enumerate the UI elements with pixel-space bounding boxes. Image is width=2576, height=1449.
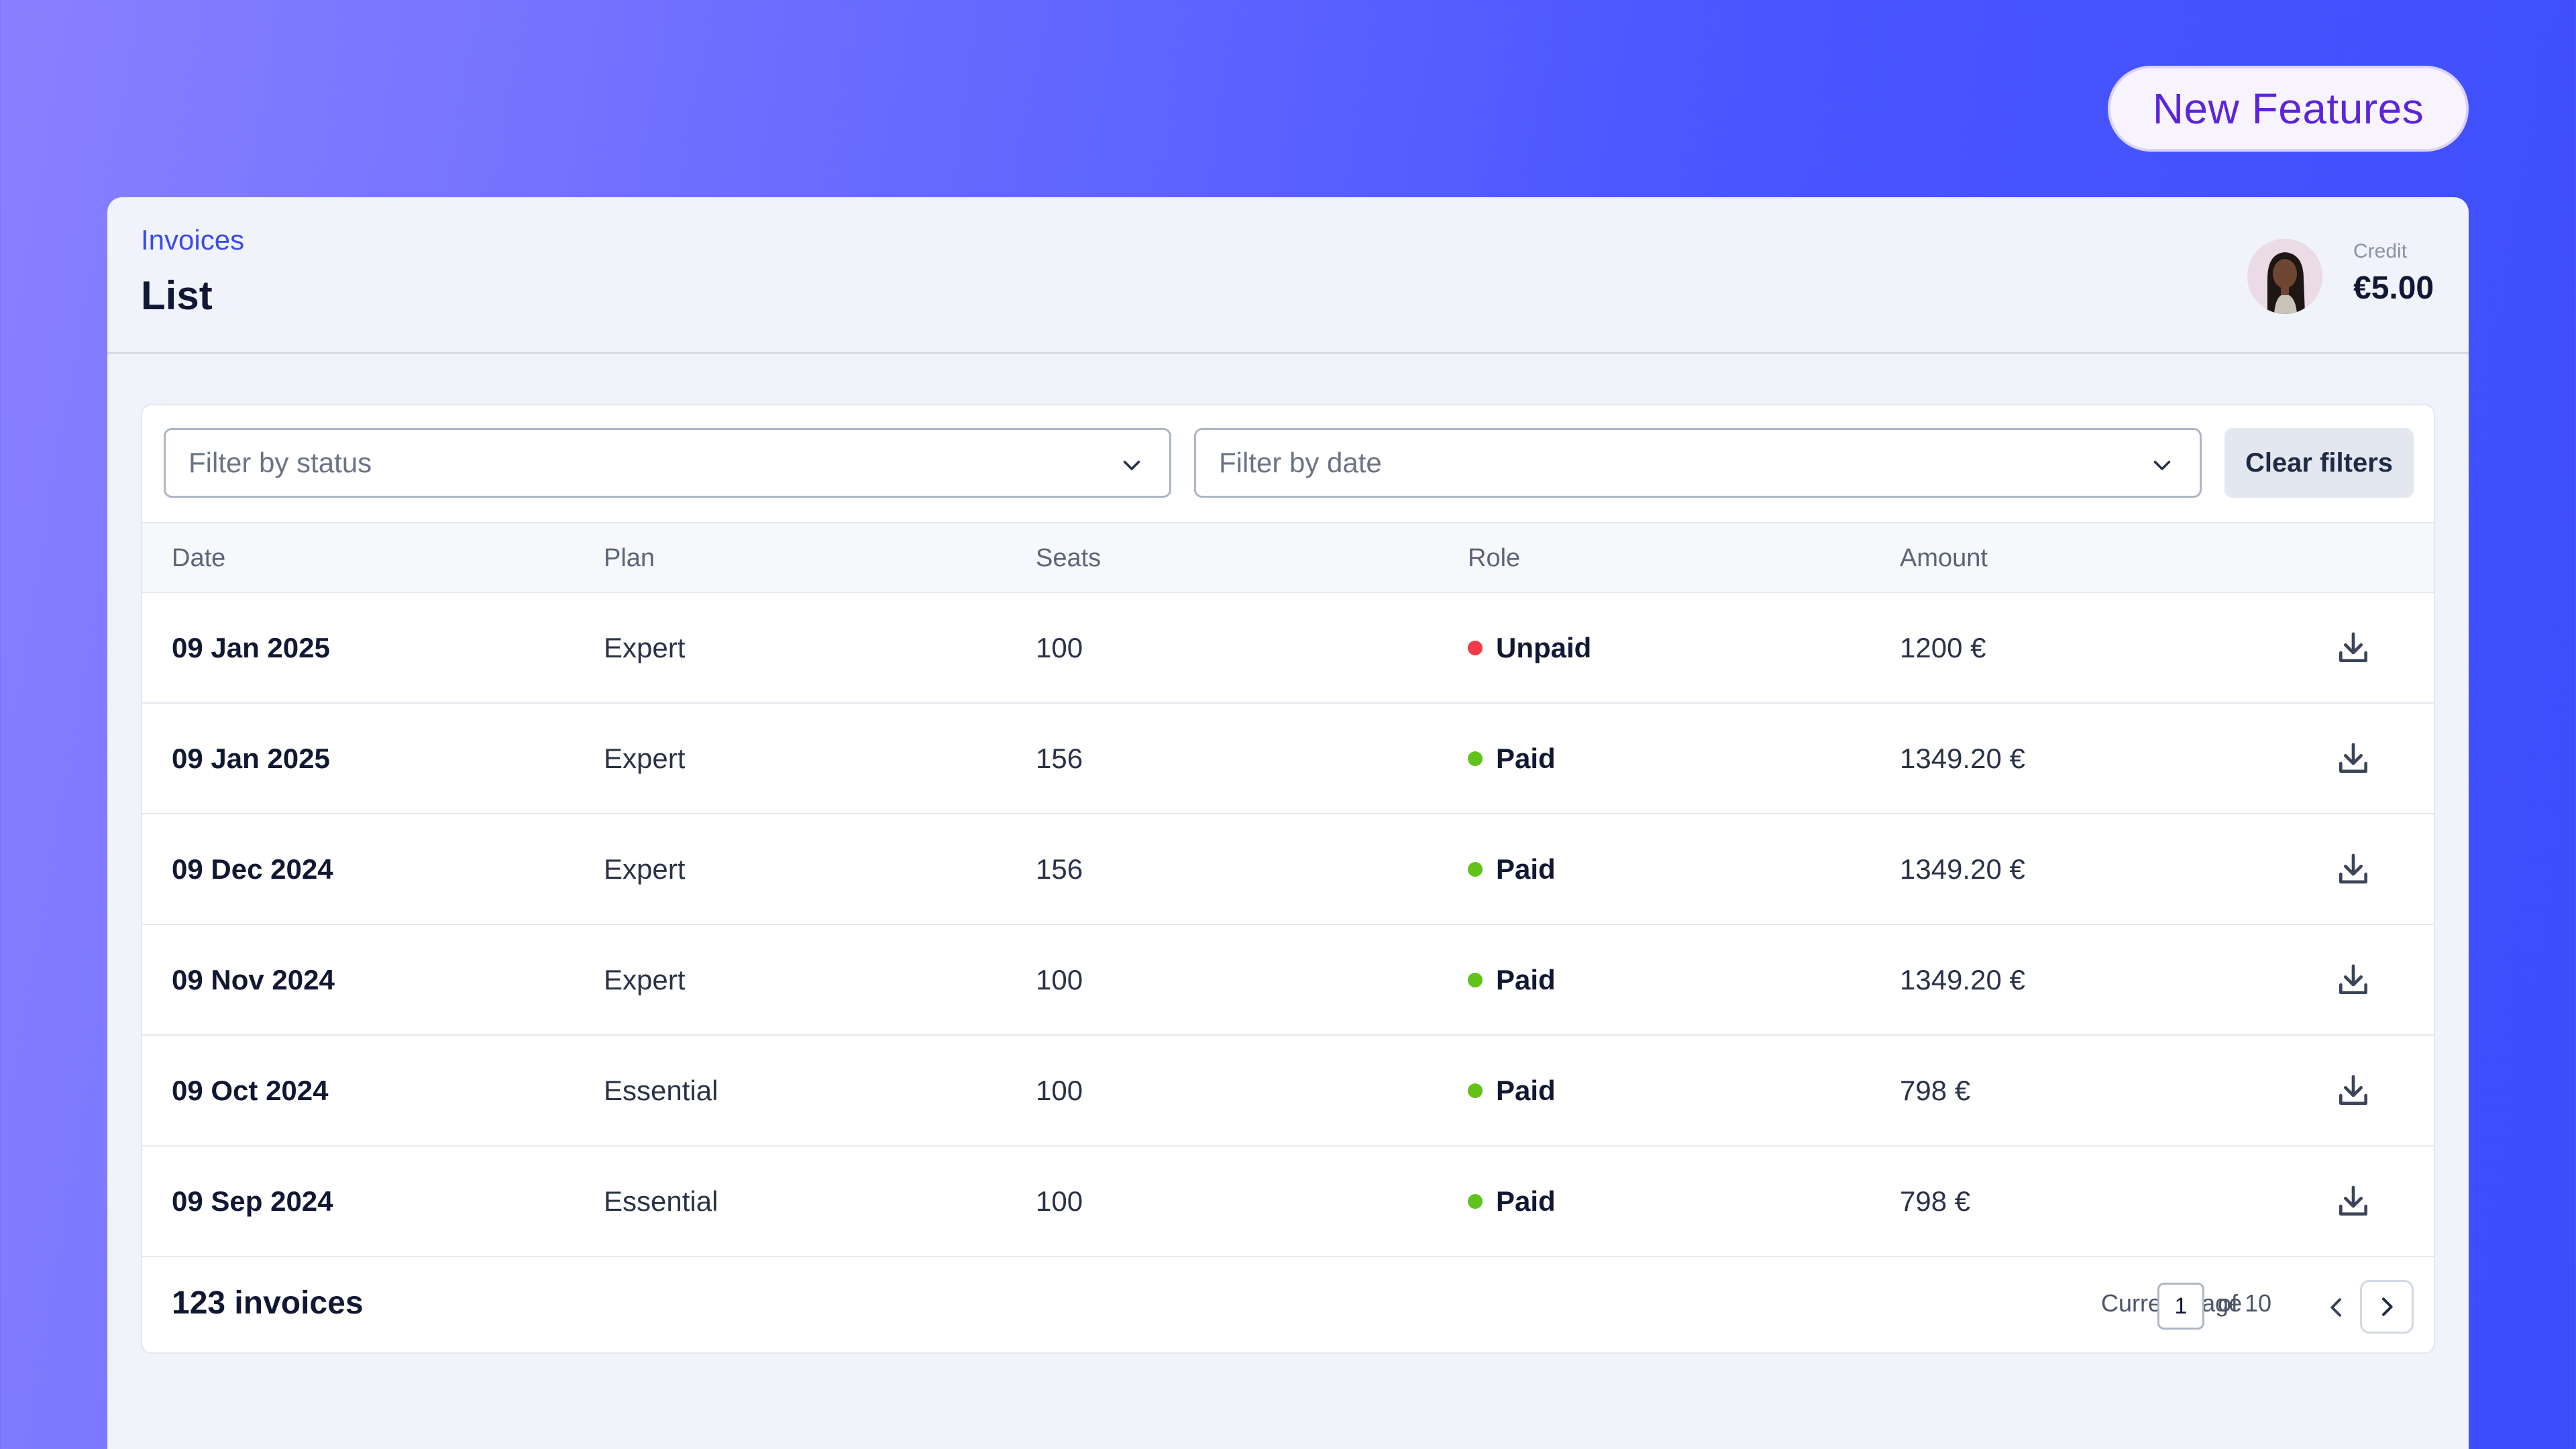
download-icon bbox=[2339, 743, 2367, 773]
cell-seats: 156 bbox=[1036, 853, 1083, 885]
new-features-label: New Features bbox=[2152, 85, 2424, 133]
status-dot bbox=[1468, 1083, 1483, 1098]
download-icon bbox=[2339, 632, 2367, 662]
column-header-seats[interactable]: Seats bbox=[1036, 544, 1102, 572]
new-features-badge: New Features bbox=[2108, 66, 2469, 152]
avatar-image bbox=[2247, 239, 2322, 314]
cell-date: 09 Jan 2025 bbox=[172, 632, 330, 663]
status-label: Paid bbox=[1496, 1075, 1556, 1106]
table-row[interactable]: 09 Dec 2024 Expert 156 Paid 1349.20 € bbox=[142, 814, 2434, 925]
filter-bar: Filter by status Filter by date Clear fi… bbox=[142, 405, 2434, 522]
total-pages-label: of 10 bbox=[2218, 1289, 2272, 1317]
cell-role: Paid bbox=[1468, 1036, 1556, 1145]
column-header-role[interactable]: Role bbox=[1468, 544, 1521, 572]
invoices-panel: Invoices List Credit €5.00 Filter by sta… bbox=[107, 197, 2469, 1449]
download-button[interactable] bbox=[2334, 851, 2372, 888]
previous-page-button[interactable] bbox=[2312, 1283, 2361, 1332]
credit-label: Credit bbox=[2353, 240, 2408, 262]
download-button[interactable] bbox=[2334, 1183, 2372, 1220]
date-filter-placeholder: Filter by date bbox=[1219, 447, 1382, 478]
cell-date: 09 Dec 2024 bbox=[172, 853, 333, 885]
column-header-date[interactable]: Date bbox=[172, 544, 226, 572]
download-icon bbox=[2339, 1075, 2367, 1105]
download-button[interactable] bbox=[2334, 1072, 2372, 1110]
cell-plan: Expert bbox=[604, 964, 686, 996]
cell-plan: Essential bbox=[604, 1185, 718, 1217]
cell-role: Paid bbox=[1468, 1146, 1556, 1256]
cell-role: Unpaid bbox=[1468, 593, 1591, 702]
panel-header: Invoices List Credit €5.00 bbox=[107, 197, 2469, 354]
page-title: List bbox=[141, 273, 213, 318]
status-dot bbox=[1468, 861, 1483, 877]
download-icon bbox=[2339, 1185, 2367, 1216]
table-row[interactable]: 09 Sep 2024 Essential 100 Paid 798 € bbox=[142, 1146, 2434, 1257]
invoice-count: 123 invoices bbox=[172, 1285, 364, 1321]
credit-value: €5.00 bbox=[2353, 270, 2434, 306]
status-label: Paid bbox=[1496, 1185, 1556, 1217]
cell-amount: 798 € bbox=[1900, 1185, 1971, 1217]
cell-seats: 100 bbox=[1036, 632, 1083, 663]
chevron-down-icon bbox=[1123, 460, 1140, 470]
download-button[interactable] bbox=[2334, 629, 2372, 667]
cell-role: Paid bbox=[1468, 925, 1556, 1034]
current-page-value: 1 bbox=[2174, 1293, 2188, 1319]
cell-role: Paid bbox=[1468, 704, 1556, 813]
table-row[interactable]: 09 Oct 2024 Essential 100 Paid 798 € bbox=[142, 1036, 2434, 1146]
cell-seats: 156 bbox=[1036, 743, 1083, 774]
cell-role: Paid bbox=[1468, 814, 1556, 924]
cell-plan: Expert bbox=[604, 743, 686, 774]
breadcrumb-invoices[interactable]: Invoices bbox=[141, 224, 245, 256]
clear-filters-button[interactable]: Clear filters bbox=[2224, 428, 2414, 498]
cell-date: 09 Jan 2025 bbox=[172, 743, 330, 774]
cell-amount: 1200 € bbox=[1900, 632, 1986, 663]
column-header-amount[interactable]: Amount bbox=[1900, 544, 1988, 572]
cell-plan: Expert bbox=[604, 853, 686, 885]
download-icon bbox=[2339, 964, 2367, 994]
status-label: Paid bbox=[1496, 853, 1556, 885]
status-label: Paid bbox=[1496, 964, 1556, 996]
cell-amount: 1349.20 € bbox=[1900, 964, 2025, 996]
download-icon bbox=[2339, 853, 2367, 883]
table-footer: 123 invoices Current page 1 of 10 bbox=[142, 1253, 2434, 1352]
status-dot bbox=[1468, 751, 1483, 766]
cell-seats: 100 bbox=[1036, 1185, 1083, 1217]
cell-amount: 798 € bbox=[1900, 1075, 1971, 1106]
cell-plan: Essential bbox=[604, 1075, 718, 1106]
status-filter-placeholder: Filter by status bbox=[189, 447, 372, 478]
cell-date: 09 Oct 2024 bbox=[172, 1075, 329, 1106]
status-filter-select[interactable]: Filter by status bbox=[164, 428, 1171, 498]
status-dot bbox=[1468, 640, 1483, 655]
cell-amount: 1349.20 € bbox=[1900, 853, 2025, 885]
invoice-table-card: Filter by status Filter by date Clear fi… bbox=[141, 404, 2435, 1354]
cell-plan: Expert bbox=[604, 632, 686, 663]
table-row[interactable]: 09 Jan 2025 Expert 156 Paid 1349.20 € bbox=[142, 704, 2434, 814]
table-row[interactable]: 09 Jan 2025 Expert 100 Unpaid 1200 € bbox=[142, 593, 2434, 704]
date-filter-select[interactable]: Filter by date bbox=[1194, 428, 2202, 498]
cell-seats: 100 bbox=[1036, 964, 1083, 996]
download-button[interactable] bbox=[2334, 961, 2372, 999]
current-page-input[interactable]: 1 bbox=[2157, 1283, 2204, 1330]
status-label: Unpaid bbox=[1496, 632, 1592, 663]
next-page-button[interactable] bbox=[2360, 1280, 2414, 1334]
avatar[interactable] bbox=[2247, 239, 2322, 314]
cell-seats: 100 bbox=[1036, 1075, 1083, 1106]
status-dot bbox=[1468, 1193, 1483, 1209]
cell-amount: 1349.20 € bbox=[1900, 743, 2025, 774]
cell-date: 09 Sep 2024 bbox=[172, 1185, 333, 1217]
table-row[interactable]: 09 Nov 2024 Expert 100 Paid 1349.20 € bbox=[142, 925, 2434, 1036]
cell-date: 09 Nov 2024 bbox=[172, 964, 335, 996]
table-header: Date Plan Seats Role Amount bbox=[142, 522, 2434, 593]
chevron-down-icon bbox=[2153, 460, 2171, 470]
chevron-right-icon bbox=[2382, 1297, 2393, 1316]
status-label: Paid bbox=[1496, 743, 1556, 774]
status-dot bbox=[1468, 972, 1483, 987]
column-header-plan[interactable]: Plan bbox=[604, 544, 655, 572]
download-button[interactable] bbox=[2334, 740, 2372, 777]
chevron-left-icon bbox=[2330, 1298, 2341, 1317]
